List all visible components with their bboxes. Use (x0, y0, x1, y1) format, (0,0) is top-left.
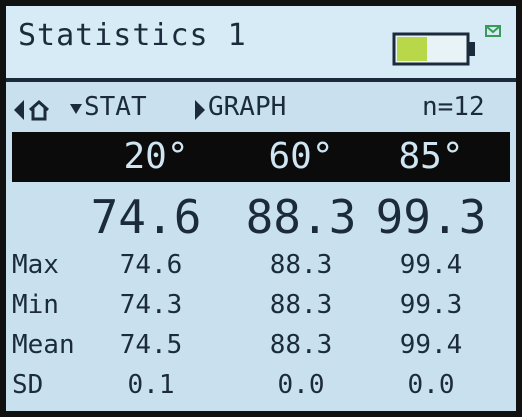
down-arrow (70, 104, 82, 114)
stat-value: 0.1 (127, 370, 175, 400)
stat-tab[interactable]: STAT (84, 92, 147, 122)
home-icon (29, 99, 49, 121)
stat-value: 99.3 (399, 290, 463, 320)
stat-value: 0.0 (407, 370, 455, 400)
mail-icon (485, 25, 501, 37)
angle: 20° (123, 136, 189, 177)
back-arrow (14, 100, 24, 120)
screen-title: Statistics 1 (18, 18, 247, 53)
stat-value: 99.4 (399, 330, 463, 360)
stat-label: Mean (12, 330, 75, 360)
stat-value: 74.6 (119, 250, 183, 280)
status-icons (392, 25, 501, 66)
stat-value: 74.5 (119, 330, 183, 360)
stat-label: Min (12, 290, 59, 320)
nav-icons (14, 99, 205, 121)
battery-tip (468, 42, 475, 56)
battery-level (397, 37, 427, 61)
stat-value: 88.3 (269, 290, 333, 320)
graph-tab[interactable]: GRAPH (208, 92, 287, 122)
right-arrow (195, 100, 205, 120)
device-screen: Statistics 1 STAT GRAPH n=12 20° 60° 85°… (6, 6, 516, 411)
angle: 85° (398, 136, 464, 177)
stat-label: Max (12, 250, 59, 280)
reading: 74.6 (90, 190, 202, 244)
stat-value: 0.0 (277, 370, 325, 400)
header-divider (6, 78, 516, 82)
angle: 60° (268, 136, 334, 177)
reading: 88.3 (245, 190, 357, 244)
sample-count: n=12 (422, 92, 485, 122)
stat-value: 88.3 (269, 330, 333, 360)
stat-value: 99.4 (399, 250, 463, 280)
angle-band (12, 132, 510, 182)
stat-value: 74.3 (119, 290, 183, 320)
stat-value: 88.3 (269, 250, 333, 280)
stat-label: SD (12, 370, 44, 400)
reading: 99.3 (375, 190, 487, 244)
